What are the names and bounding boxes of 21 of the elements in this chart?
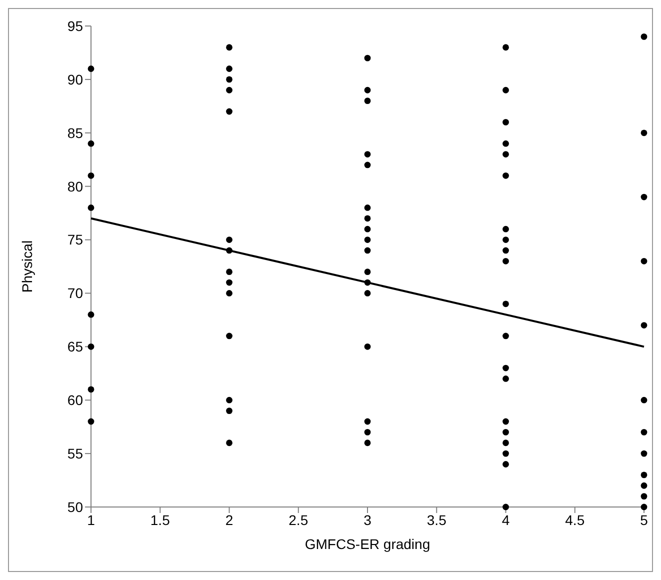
y-tick-label: 75 <box>67 232 84 248</box>
x-tick-label: 5 <box>640 512 648 528</box>
x-tick-label: 1.5 <box>150 512 170 528</box>
y-tick-label: 60 <box>67 392 84 408</box>
x-tick-label: 2 <box>225 512 234 528</box>
y-tick-label: 70 <box>67 285 84 302</box>
y-tick-label: 90 <box>67 71 84 88</box>
x-tick-label: 3.5 <box>426 512 447 528</box>
x-tick-label: 1 <box>87 512 96 528</box>
x-axis-title: GMFCS-ER grading <box>304 536 430 552</box>
y-tick-label: 85 <box>67 124 84 141</box>
y-tick-label: 50 <box>67 498 84 515</box>
x-tick-label: 4.5 <box>565 512 585 528</box>
y-axis-title: Physical <box>18 240 35 293</box>
x-tick-label: 3 <box>364 512 372 528</box>
y-tick-label: 80 <box>67 178 84 194</box>
y-tick-label: 65 <box>67 338 84 355</box>
y-tick-label: 55 <box>67 446 84 462</box>
x-tick-label: 2.5 <box>288 512 308 528</box>
y-tick-label: 95 <box>67 18 84 34</box>
x-tick-label: 4 <box>502 512 510 528</box>
